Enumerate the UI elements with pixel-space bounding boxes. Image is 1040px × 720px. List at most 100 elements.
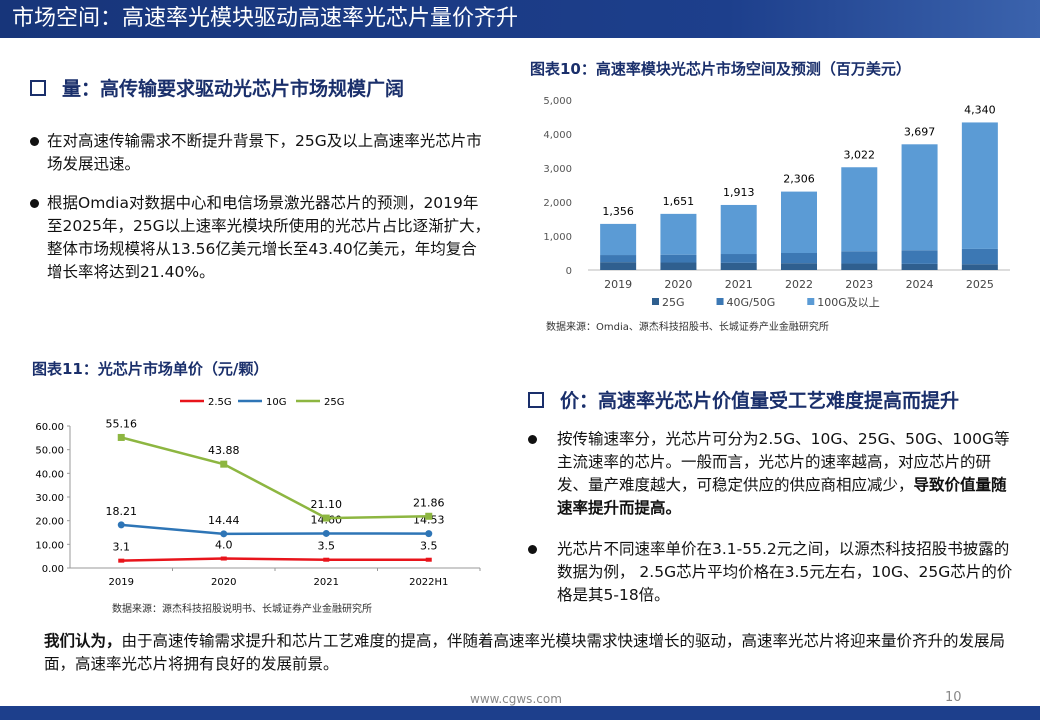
bullet-text: 根据Omdia对数据中心和电信场景激光器芯片的预测，2019年至2025年，25… [47,194,491,281]
y-tick-label: 20.00 [35,517,64,528]
bar-segment [720,204,757,255]
x-tick-label: 2023 [845,278,873,291]
chart-source: 数据来源：Omdia、源杰科技招股书、长城证券产业金融研究所 [546,322,829,333]
bar-segment [841,251,878,264]
total-label: 4,340 [964,103,996,116]
series-line [120,436,429,520]
marker [425,512,433,520]
x-tick-label: 2025 [966,278,994,291]
square-marker [30,79,46,96]
dot [528,545,537,554]
chart-title: 图表10：高速率模块光芯片市场空间及预测（百万美元） [530,60,911,78]
section-heading: 价：高速率光芯片价值量受工艺难度提高而提升 [528,386,1028,413]
x-tick-label: 2020 [211,577,236,588]
value-label: 4.0 [215,539,233,552]
value-label: 55.16 [106,417,138,430]
legend-label: 2.5G [208,397,232,408]
series-line [121,523,429,536]
series-line [121,557,429,562]
marker [220,530,228,538]
x-tick-label: 2024 [906,278,934,291]
bullet-text: 光芯片不同速率单价在3.1-55.2元之间，以源杰科技招股书披露的数据为例， 2… [557,540,1013,604]
page-number: 10 [945,690,962,705]
value-label: 3.5 [420,540,438,553]
heading-text: 价：高速率光芯片价值量受工艺难度提高而提升 [560,390,960,412]
bar-segment [600,255,637,263]
header-bar: 市场空间：高速率光模块驱动高速率光芯片量价齐升 [0,0,1040,38]
bar-segment [841,167,878,252]
conclusion-bold: 我们认为， [44,632,122,650]
value-label: 21.10 [311,498,343,511]
y-tick-label: 1,000 [543,232,572,243]
page-title: 市场空间：高速率光模块驱动高速率光芯片量价齐升 [12,6,519,31]
bar-segment [781,253,817,264]
y-tick-label: 60.00 [35,422,64,433]
bullet-body: 按传输速率分，光芯片可分为2.5G、10G、25G、50G、100G等主流速率的… [557,428,1018,520]
bullet: 光芯片不同速率单价在3.1-55.2元之间，以源杰科技招股书披露的数据为例， 2… [528,538,1018,607]
bar-segment [660,262,697,270]
value-label: 3.1 [113,541,131,554]
bar-segment [901,263,938,270]
section-heading: 量：高传输要求驱动光芯片市场规模广阔 [30,74,500,101]
dot [30,137,39,146]
y-tick-label: 2,000 [543,198,572,209]
bar-segment [720,254,757,263]
bar-segment [961,264,998,270]
marker [425,557,432,562]
total-label: 1,651 [663,195,695,208]
bullet-bold: 导致价值量随速率提升而提高。 [557,476,1007,517]
bullet: 根据Omdia对数据中心和电信场景激光器芯片的预测，2019年至2025年，25… [30,192,492,284]
legend-swatch [652,298,659,305]
marker [322,529,330,537]
bar-segment [961,248,998,265]
bar-segment [660,213,697,255]
y-tick-label: 10.00 [35,540,64,551]
bullet: 按传输速率分，光芯片可分为2.5G、10G、25G、50G、100G等主流速率的… [528,428,1018,520]
legend-label: 10G [266,397,286,408]
marker [425,530,433,538]
right-bullets: 按传输速率分，光芯片可分为2.5G、10G、25G、50G、100G等主流速率的… [528,428,1018,607]
legend-swatch [716,298,724,305]
y-tick-label: 5,000 [543,96,572,107]
x-tick-label: 2019 [109,577,134,588]
chart-source: 数据来源：源杰科技招股说明书、长城证券产业金融研究所 [112,604,372,615]
marker [220,556,227,561]
legend-label: 100G及以上 [817,296,880,309]
value-label: 43.88 [208,444,240,457]
legend-swatch [807,298,815,305]
y-tick-label: 0.00 [42,564,64,575]
legend-label: 25G [324,397,344,408]
bar-segment [600,223,637,256]
total-label: 1,913 [723,186,755,199]
y-tick-label: 40.00 [35,469,64,480]
y-tick-label: 50.00 [35,446,64,457]
marker [118,558,125,563]
chart-title: 图表11：光芯片市场单价（元/颗） [32,360,269,378]
bar-segment [961,122,998,249]
square-marker [528,391,544,408]
x-tick-label: 2022 [785,278,813,291]
marker [322,514,330,522]
bar-segment [660,254,697,263]
total-label: 3,022 [844,148,876,161]
dot [528,435,537,444]
bar-segment [901,144,938,251]
conclusion-text: 由于高速传输需求提升和芯片工艺难度的提高，伴随着高速率光模块需求快速增长的驱动，… [44,632,1006,673]
price-chart: 0.00 10.00 20.00 30.00 40.00 50.00 60.00 2019 20… [35,397,481,588]
total-label: 3,697 [904,125,936,138]
legend-label: 25G [662,296,685,309]
value-label: 14.44 [208,514,240,527]
marker [117,433,125,441]
y-tick-label: 0 [566,266,572,277]
total-label: 2,306 [783,173,815,186]
bar-segment [901,250,938,264]
conclusion: 我们认为，由于高速传输需求提升和芯片工艺难度的提高，伴随着高速率光模块需求快速增… [44,630,1020,676]
market-chart: 0 1,000 2,000 3,000 4,000 5,000 1,356 2019 1,651… [543,96,1010,309]
bar-segment [781,263,817,270]
y-tick-label: 30.00 [35,493,64,504]
bar-segment [720,262,757,270]
bar-segment [841,263,878,270]
bullet-text: 在对高速传输需求不断提升背景下，25G及以上高速率光芯片市场发展迅速。 [47,132,482,173]
dot [30,199,39,208]
